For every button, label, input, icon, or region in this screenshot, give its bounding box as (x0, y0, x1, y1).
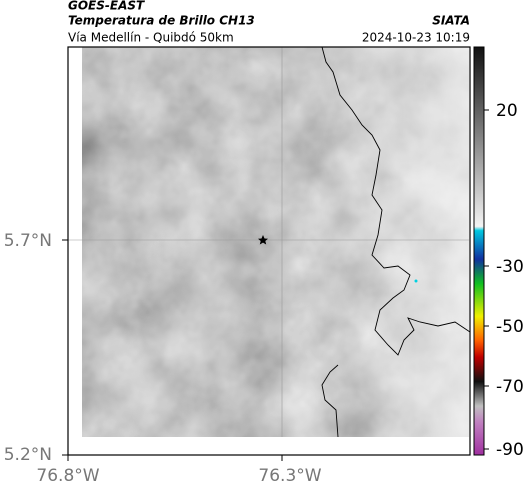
colorbar-label: -30 (496, 257, 524, 277)
cold-pixel (414, 279, 418, 283)
source: SIATA (432, 14, 470, 28)
lat-label: 5.7°N (4, 231, 52, 251)
title-line: Temperatura de Brillo CH13 (68, 14, 255, 28)
colorbar-label: -90 (496, 440, 524, 460)
boundary (321, 46, 471, 356)
location-marker (258, 235, 268, 245)
datetime: 2024-10-23 10:19 (362, 31, 470, 45)
subtitle: Vía Medellín - Quibdó 50km (68, 31, 234, 45)
colorbar-label: -70 (496, 377, 524, 397)
lon-label: 76.8°W (36, 466, 99, 486)
colorbar (473, 46, 485, 456)
colorbar-label: -50 (496, 317, 524, 337)
title-line: GOES-EAST (68, 0, 145, 13)
map-frame (67, 46, 471, 456)
boundary (321, 364, 339, 438)
colorbar-label: 20 (496, 101, 518, 121)
colorbar-ticks (484, 109, 489, 450)
lat-label: 5.2°N (4, 445, 52, 465)
lon-label: 76.3°W (258, 466, 321, 486)
satellite-image (82, 47, 469, 437)
